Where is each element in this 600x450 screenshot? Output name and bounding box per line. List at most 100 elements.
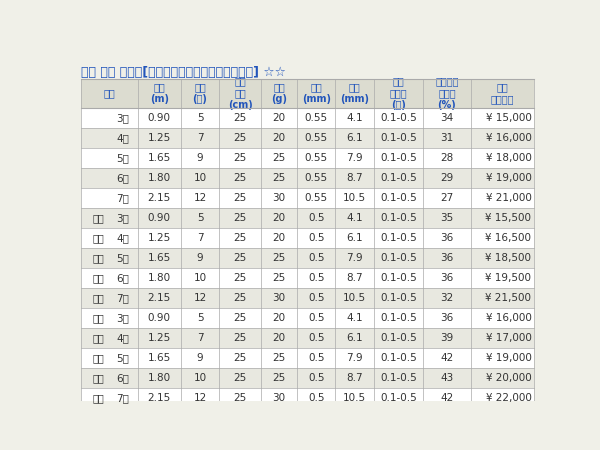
Text: 7.9: 7.9 [347,253,363,263]
Text: 0.5: 0.5 [308,293,325,303]
Text: 希望
本体価格: 希望 本体価格 [490,82,514,104]
Text: 20: 20 [272,113,286,123]
Text: 2.15: 2.15 [148,193,171,203]
Text: 39: 39 [440,333,454,343]
Text: 5尺: 5尺 [116,153,129,163]
Text: 20: 20 [272,213,286,223]
Text: 4尺: 4尺 [116,333,129,343]
Text: 1.80: 1.80 [148,173,171,183]
Text: 6.1: 6.1 [347,233,363,243]
Text: 5: 5 [197,113,203,123]
Text: 35: 35 [440,213,454,223]
Text: 2.15: 2.15 [148,293,171,303]
Text: 0.90: 0.90 [148,113,171,123]
Text: 5: 5 [197,313,203,323]
Text: 先径
(mm): 先径 (mm) [302,82,331,104]
Text: 34: 34 [440,113,454,123]
Text: 1.25: 1.25 [148,233,171,243]
Text: 32: 32 [440,293,454,303]
Bar [81,288,534,308]
Text: ¥ 21,000: ¥ 21,000 [485,193,532,203]
Text: 仕舞
寸法
(cm): 仕舞 寸法 (cm) [228,76,253,110]
Text: 7.9: 7.9 [347,353,363,363]
Text: 中調: 中調 [92,293,104,303]
Text: 5: 5 [197,213,203,223]
Text: ¥ 16,500: ¥ 16,500 [485,233,532,243]
Text: 中調: 中調 [92,273,104,283]
Text: 42: 42 [440,393,454,403]
Text: 25: 25 [272,373,286,383]
Text: 4.1: 4.1 [347,113,363,123]
Text: 0.55: 0.55 [305,133,328,143]
Text: 7尺: 7尺 [116,393,129,403]
Text: 3尺: 3尺 [116,113,129,123]
Bar [81,128,534,148]
Text: ¥ 15,500: ¥ 15,500 [485,213,532,223]
Text: 25: 25 [233,253,247,263]
Text: 36: 36 [440,253,454,263]
Text: 4.1: 4.1 [347,313,363,323]
Text: 0.1-0.5: 0.1-0.5 [380,313,417,323]
Text: 25: 25 [233,233,247,243]
Text: 競技: 競技 [92,393,104,403]
Text: ¥ 18,000: ¥ 18,000 [485,153,532,163]
Text: 全長
(m): 全長 (m) [150,82,169,104]
Text: 10.5: 10.5 [343,393,367,403]
Text: 0.1-0.5: 0.1-0.5 [380,233,417,243]
Bar [81,328,534,348]
Text: 25: 25 [233,193,247,203]
Text: 20: 20 [272,133,286,143]
Text: 品番: 品番 [104,88,115,98]
Text: 0.55: 0.55 [305,173,328,183]
Text: 12: 12 [193,193,206,203]
Text: 1.80: 1.80 [148,273,171,283]
Text: 25: 25 [272,173,286,183]
Text: 0.90: 0.90 [148,213,171,223]
Text: 4尺: 4尺 [116,133,129,143]
Text: ¥ 15,000: ¥ 15,000 [485,113,532,123]
Text: 10: 10 [193,373,206,383]
Text: 0.5: 0.5 [308,393,325,403]
Text: 7: 7 [197,333,203,343]
Text: 43: 43 [440,373,454,383]
Text: 25: 25 [272,153,286,163]
Text: 継数
(本): 継数 (本) [193,82,208,104]
Text: 0.55: 0.55 [305,153,328,163]
Text: 0.1-0.5: 0.1-0.5 [380,393,417,403]
Text: 適合
ハリス
(号): 適合 ハリス (号) [390,76,407,110]
Text: 0.5: 0.5 [308,373,325,383]
Text: 0.1-0.5: 0.1-0.5 [380,373,417,383]
Text: 1.25: 1.25 [148,333,171,343]
Text: 6.1: 6.1 [347,133,363,143]
Text: 30: 30 [272,393,286,403]
Text: 1.65: 1.65 [148,153,171,163]
Text: 12: 12 [193,393,206,403]
Text: 4尺: 4尺 [116,233,129,243]
Text: 6尺: 6尺 [116,273,129,283]
Text: 3尺: 3尺 [116,313,129,323]
Text: 30: 30 [272,193,286,203]
Text: 25: 25 [272,353,286,363]
Text: 0.90: 0.90 [148,313,171,323]
Text: 0.1-0.5: 0.1-0.5 [380,153,417,163]
Text: 7.9: 7.9 [347,153,363,163]
Text: ¥ 20,000: ¥ 20,000 [486,373,532,383]
Text: 0.5: 0.5 [308,313,325,323]
Text: 36: 36 [440,233,454,243]
Text: 42: 42 [440,353,454,363]
Bar [81,79,534,108]
Text: 競技: 競技 [92,313,104,323]
Text: ¥ 19,000: ¥ 19,000 [485,173,532,183]
Text: 27: 27 [440,193,454,203]
Bar [81,208,534,228]
Text: 7尺: 7尺 [116,193,129,203]
Text: 10: 10 [193,173,206,183]
Bar [81,348,534,368]
Bar [81,268,534,288]
Text: ¥ 19,500: ¥ 19,500 [485,273,532,283]
Text: 0.1-0.5: 0.1-0.5 [380,173,417,183]
Text: ¥ 16,000: ¥ 16,000 [485,133,532,143]
Text: 0.1-0.5: 0.1-0.5 [380,273,417,283]
Text: 1.65: 1.65 [148,253,171,263]
Text: 0.5: 0.5 [308,353,325,363]
